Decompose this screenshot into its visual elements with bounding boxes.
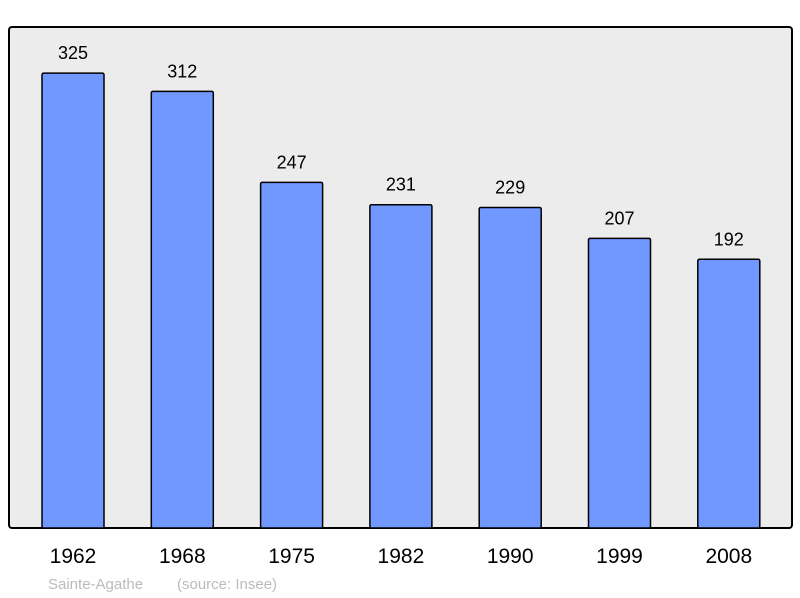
data-label-1999: 207 bbox=[604, 208, 634, 228]
bar-1999 bbox=[587, 237, 652, 529]
x-tick-label: 1999 bbox=[596, 545, 643, 568]
x-tick-label: 1968 bbox=[159, 545, 206, 568]
data-label-1982: 231 bbox=[386, 175, 416, 195]
bar-2008 bbox=[697, 258, 761, 529]
bar-1975 bbox=[259, 181, 324, 529]
x-tick-label: 1982 bbox=[378, 545, 425, 568]
x-tick-label: 1962 bbox=[50, 545, 97, 568]
x-tick-label: 1975 bbox=[268, 545, 315, 568]
data-label-1975: 247 bbox=[277, 152, 307, 172]
bar-1968 bbox=[150, 90, 215, 529]
data-label-1962: 325 bbox=[58, 43, 88, 63]
bar-1962 bbox=[41, 72, 105, 529]
data-label-1968: 312 bbox=[167, 61, 197, 81]
bar-1990 bbox=[478, 206, 542, 529]
x-tick-label: 1990 bbox=[487, 545, 534, 568]
footer-place: Sainte-Agathe bbox=[48, 576, 143, 593]
footer-source: (source: Insee) bbox=[177, 576, 277, 593]
data-label-2008: 192 bbox=[714, 229, 744, 249]
data-label-1990: 229 bbox=[495, 178, 525, 198]
bar-1982 bbox=[369, 203, 433, 529]
x-tick-label: 2008 bbox=[705, 545, 752, 568]
